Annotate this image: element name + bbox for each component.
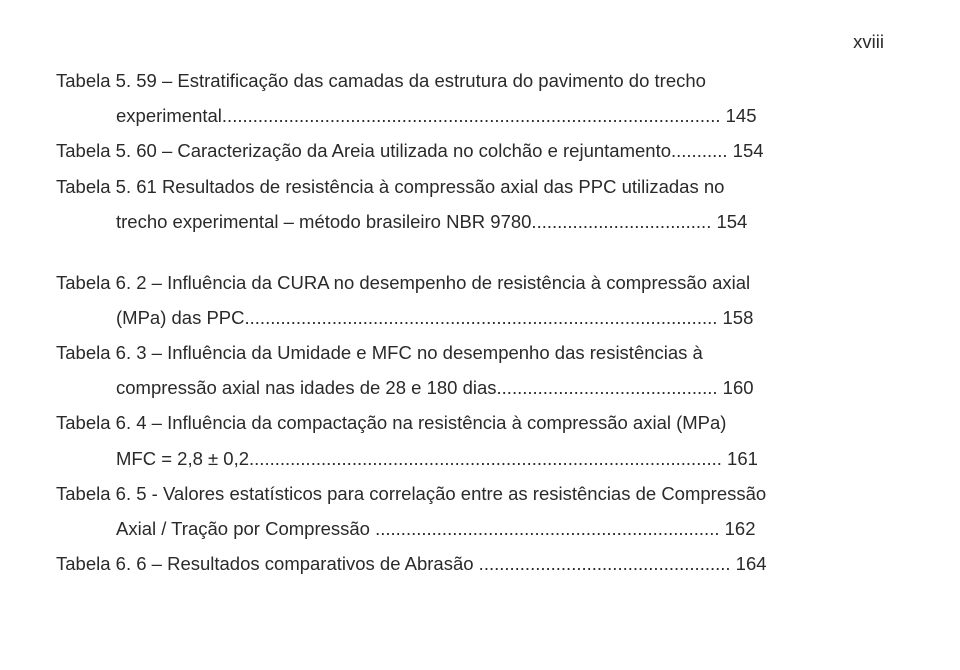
toc-entry-continuation: experimental............................… <box>56 98 888 133</box>
toc-entry: Tabela 5. 61 Resultados de resistência à… <box>56 169 888 204</box>
toc-entry: Tabela 5. 59 – Estratificação das camada… <box>56 63 888 98</box>
toc-entry: Tabela 6. 2 – Influência da CURA no dese… <box>56 265 888 300</box>
toc-entry: Tabela 6. 5 - Valores estatísticos para … <box>56 476 888 511</box>
section-gap <box>56 239 888 265</box>
toc-entry: Tabela 6. 3 – Influência da Umidade e MF… <box>56 335 888 370</box>
toc-entry: Tabela 6. 6 – Resultados comparativos de… <box>56 546 888 581</box>
page-number: xviii <box>56 24 888 59</box>
toc-entry-continuation: trecho experimental – método brasileiro … <box>56 204 888 239</box>
toc-entry-continuation: (MPa) das PPC...........................… <box>56 300 888 335</box>
toc-entry-continuation: Axial / Tração por Compressão ..........… <box>56 511 888 546</box>
toc-entry-continuation: compressão axial nas idades de 28 e 180 … <box>56 370 888 405</box>
toc-entry-continuation: MFC = 2,8 ± 0,2.........................… <box>56 441 888 476</box>
toc-entry: Tabela 6. 4 – Influência da compactação … <box>56 405 888 440</box>
document-page: xviii Tabela 5. 59 – Estratificação das … <box>0 0 960 605</box>
toc-entry: Tabela 5. 60 – Caracterização da Areia u… <box>56 133 888 168</box>
